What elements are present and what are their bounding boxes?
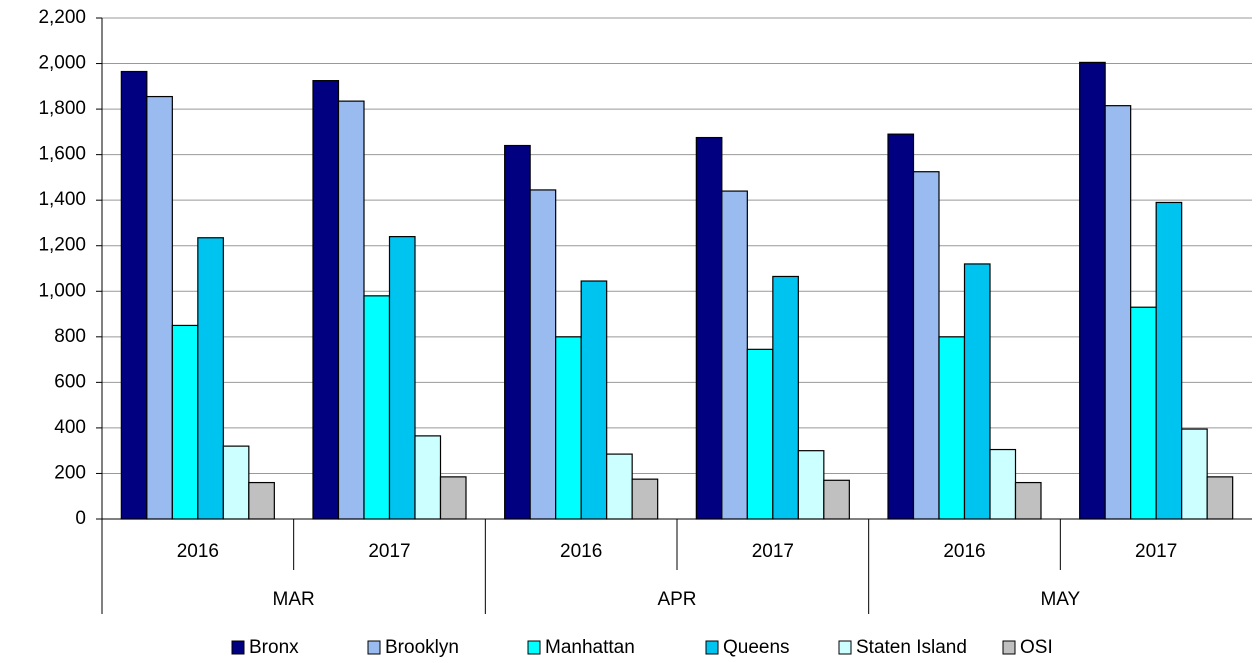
x-tick-label: 2016 — [943, 541, 985, 562]
bar — [631, 478, 659, 520]
group-label: MAY — [1040, 589, 1080, 610]
bar — [1206, 476, 1234, 520]
bar — [1104, 105, 1132, 520]
bar — [363, 295, 391, 520]
y-tick-label: 600 — [54, 371, 86, 392]
bar — [222, 445, 250, 520]
bar — [555, 336, 582, 520]
legend-label: Manhattan — [545, 637, 635, 658]
bar — [120, 70, 148, 520]
y-tick-label: 1,000 — [38, 280, 86, 301]
bar — [606, 453, 633, 520]
bar — [146, 95, 173, 520]
y-tick-label: 2,200 — [38, 7, 86, 28]
legend-label: OSI — [1020, 637, 1053, 658]
y-tick-label: 2,000 — [38, 53, 86, 74]
legend-label: Bronx — [249, 637, 299, 658]
legend-swatch — [527, 640, 541, 655]
bar — [823, 479, 850, 520]
legend-label: Brooklyn — [385, 637, 459, 658]
bar — [721, 190, 748, 520]
bar — [772, 275, 799, 520]
legend-swatch — [838, 640, 852, 655]
bar — [337, 100, 365, 520]
y-tick-label: 1,800 — [38, 98, 86, 119]
bar — [797, 450, 825, 520]
legend-swatch — [705, 640, 719, 655]
y-tick-label: 200 — [54, 462, 86, 483]
y-tick-label: 800 — [54, 326, 86, 347]
bar — [1181, 428, 1208, 520]
bar — [695, 136, 723, 520]
x-tick-label: 2017 — [368, 541, 410, 562]
group-label: APR — [657, 589, 696, 610]
bar — [504, 144, 531, 520]
bar — [1130, 306, 1157, 520]
bar — [439, 476, 467, 520]
legend-swatch — [231, 640, 245, 655]
y-tick-label: 1,600 — [38, 144, 86, 165]
x-tick-label: 2016 — [560, 541, 602, 562]
bar — [529, 189, 557, 520]
bar — [1155, 201, 1183, 520]
bar — [938, 336, 966, 520]
bar — [746, 348, 774, 520]
legend-swatch — [367, 640, 381, 655]
bar — [912, 171, 940, 520]
x-tick-label: 2017 — [1135, 541, 1177, 562]
y-tick-label: 1,200 — [38, 235, 86, 256]
y-tick-label: 1,400 — [38, 189, 86, 210]
bar — [580, 280, 608, 520]
bar — [887, 133, 915, 520]
bar — [414, 435, 442, 520]
bar — [248, 481, 275, 520]
bar — [963, 263, 991, 520]
bar — [388, 236, 416, 520]
legend-label: Staten Island — [856, 637, 967, 658]
legend-swatch — [1002, 640, 1016, 655]
bar — [989, 448, 1017, 520]
bar — [197, 237, 224, 520]
x-tick-label: 2016 — [177, 541, 219, 562]
group-label: MAR — [273, 589, 315, 610]
legend-label: Queens — [723, 637, 790, 658]
bar — [312, 80, 340, 520]
y-tick-label: 400 — [54, 417, 86, 438]
x-tick-label: 2017 — [752, 541, 794, 562]
bar — [171, 324, 199, 520]
bar — [1079, 61, 1106, 520]
bar — [1014, 481, 1042, 520]
y-tick-label: 0 — [75, 508, 86, 529]
